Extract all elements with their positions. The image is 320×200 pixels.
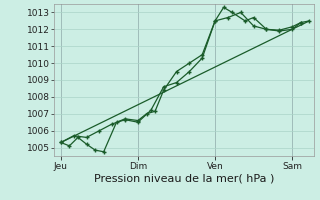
X-axis label: Pression niveau de la mer( hPa ): Pression niveau de la mer( hPa )	[94, 173, 274, 183]
